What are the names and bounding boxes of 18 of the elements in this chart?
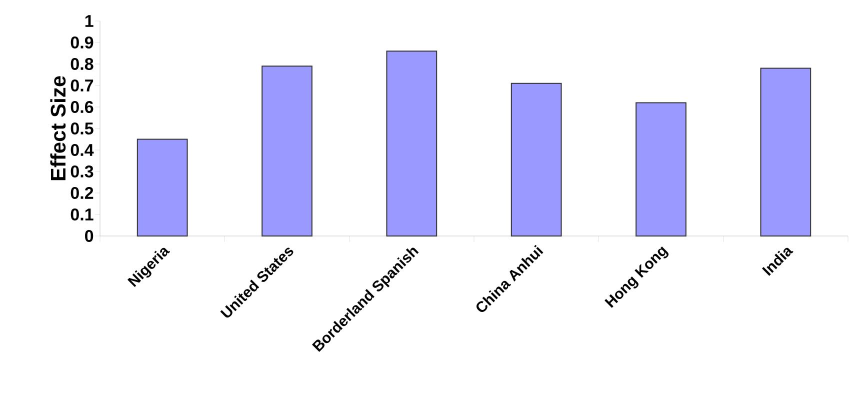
y-tick-label: 0.7	[70, 79, 94, 92]
bar	[636, 102, 686, 236]
bar	[262, 66, 312, 236]
y-axis-title: Effect Size	[50, 76, 66, 180]
y-tick-label: 0.9	[70, 36, 94, 49]
y-tick-label: 0	[85, 230, 94, 242]
bar	[136, 138, 188, 236]
y-tick-label: 0.4	[70, 144, 94, 156]
y-tick-label: 0.8	[70, 58, 94, 70]
y-tick-label: 0.2	[70, 186, 94, 200]
y-tick-label: 0.5	[70, 122, 94, 135]
bar	[386, 50, 438, 236]
bar	[760, 68, 812, 236]
y-tick-label: 0.6	[70, 100, 94, 114]
bar	[510, 82, 562, 236]
y-tick-label: 0.3	[70, 165, 94, 178]
y-tick-label: 1	[85, 15, 94, 27]
y-tick-label: 0.1	[70, 208, 94, 221]
